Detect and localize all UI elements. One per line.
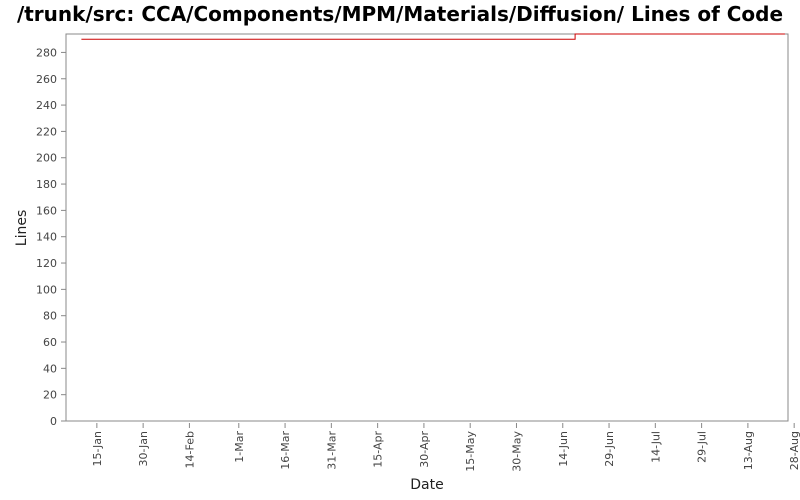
y-tick-label: 100: [36, 283, 57, 296]
x-tick-label: 15-May: [464, 431, 477, 472]
x-tick-label: 15-Jan: [91, 431, 104, 467]
x-tick-label: 14-Jul: [649, 431, 662, 463]
x-tick-label: 13-Aug: [742, 431, 755, 470]
y-axis-ticks: 0 20 40 60 80 100 120 140 160 180 200 220 240 260 280: [36, 46, 66, 428]
y-tick-label: 280: [36, 46, 57, 59]
series-layer: [81, 33, 785, 40]
x-tick-label: 1-Mar: [233, 431, 246, 463]
y-tick-label: 140: [36, 231, 57, 244]
x-tick-label: 14-Jun: [557, 431, 570, 467]
y-tick-label: 160: [36, 204, 57, 217]
y-tick-label: 20: [43, 389, 57, 402]
x-tick-label: 29-Jul: [696, 431, 709, 463]
y-tick-label: 60: [43, 336, 57, 349]
y-tick-label: 220: [36, 125, 57, 138]
x-axis-label: Date: [410, 477, 443, 493]
x-axis-ticks: 15-Jan 30-Jan 14-Feb 1-Mar 16-Mar 31-Mar 15-Ap…: [91, 423, 800, 472]
y-tick-label: 80: [43, 310, 57, 323]
y-tick-label: 120: [36, 257, 57, 270]
x-tick-label: 31-Mar: [325, 431, 338, 470]
x-tick-label: 30-Apr: [418, 431, 431, 468]
y-tick-label: 240: [36, 99, 57, 112]
y-axis-label: Lines: [14, 210, 30, 246]
x-tick-label: 15-Apr: [372, 431, 385, 468]
series-line: [81, 33, 785, 40]
x-tick-label: 16-Mar: [279, 431, 292, 470]
plot-area: [65, 33, 789, 422]
x-tick-label: 30-May: [510, 431, 523, 472]
y-tick-label: 200: [36, 152, 57, 165]
y-tick-label: 0: [50, 415, 57, 428]
x-tick-label: 29-Jun: [603, 431, 616, 467]
x-tick-label: 30-Jan: [137, 431, 150, 467]
y-tick-label: 260: [36, 73, 57, 86]
chart-title: /trunk/src: CCA/Components/MPM/Materials…: [16, 2, 784, 26]
x-tick-label: 28-Aug: [788, 431, 800, 470]
x-tick-label: 14-Feb: [183, 431, 196, 468]
y-tick-label: 180: [36, 178, 57, 191]
y-tick-label: 40: [43, 362, 57, 375]
